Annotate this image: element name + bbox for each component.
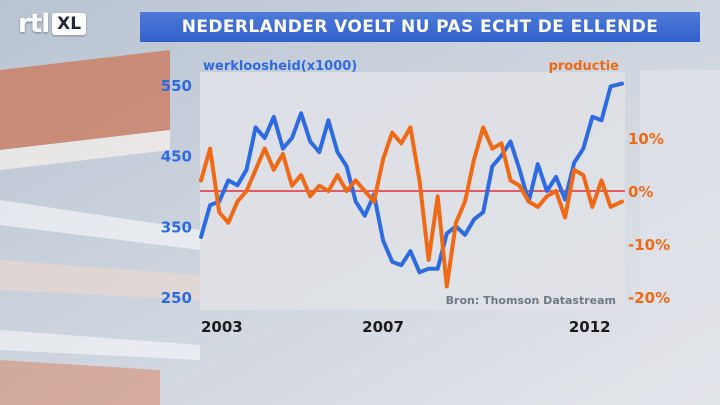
right-axis-label: productie [549, 59, 620, 74]
left-tick-label: 550 [161, 77, 192, 95]
left-axis-label: werkloosheid(x1000) [203, 59, 357, 74]
rtl-xl-logo: rtl XL [18, 8, 87, 40]
series-line-werkloosheid [199, 81, 624, 275]
right-tick-label: 0% [628, 183, 653, 201]
x-tick-label: 2003 [201, 318, 243, 336]
left-tick-label: 250 [161, 289, 192, 307]
chart-title: NEDERLANDER VOELT NU PAS ECHT DE ELLENDE [181, 17, 659, 37]
right-tick-label: -10% [628, 236, 670, 254]
right-tick-label: -20% [628, 289, 670, 307]
source-label: Bron: Thomson Datastream [446, 294, 616, 307]
left-tick-label: 450 [161, 148, 192, 166]
title-bar: NEDERLANDER VOELT NU PAS ECHT DE ELLENDE [140, 12, 700, 42]
left-tick-label: 350 [161, 218, 192, 236]
x-tick-label: 2007 [362, 318, 404, 336]
logo-xl-badge: XL [52, 13, 87, 35]
right-tick-label: 10% [628, 130, 664, 148]
logo-rtl-text: rtl [18, 9, 50, 39]
series-line-productie [199, 125, 624, 289]
x-tick-label: 2012 [569, 318, 611, 336]
